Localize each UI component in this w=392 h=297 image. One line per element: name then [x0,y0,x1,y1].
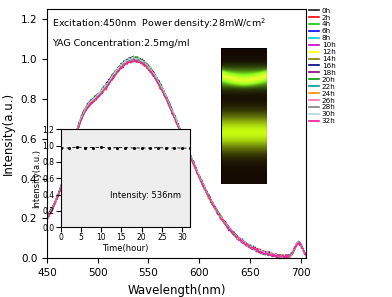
Legend: 0h, 2h, 4h, 6h, 8h, 10h, 12h, 14h, 16h, 18h, 20h, 22h, 24h, 26h, 28h, 30h, 32h: 0h, 2h, 4h, 6h, 8h, 10h, 12h, 14h, 16h, … [309,7,336,124]
Y-axis label: Intensity(a.u.): Intensity(a.u.) [2,92,15,175]
X-axis label: Wavelength(nm): Wavelength(nm) [127,284,226,297]
Y-axis label: Intensity(a.u.): Intensity(a.u.) [32,149,41,208]
Text: Intensity: 536nm: Intensity: 536nm [110,191,181,200]
X-axis label: Time(hour): Time(hour) [102,244,149,253]
Text: Excitation:450nm  Power density:28mW/cm$^2$: Excitation:450nm Power density:28mW/cm$^… [52,16,266,31]
Text: YAG Concentration:2.5mg/ml: YAG Concentration:2.5mg/ml [52,39,190,48]
